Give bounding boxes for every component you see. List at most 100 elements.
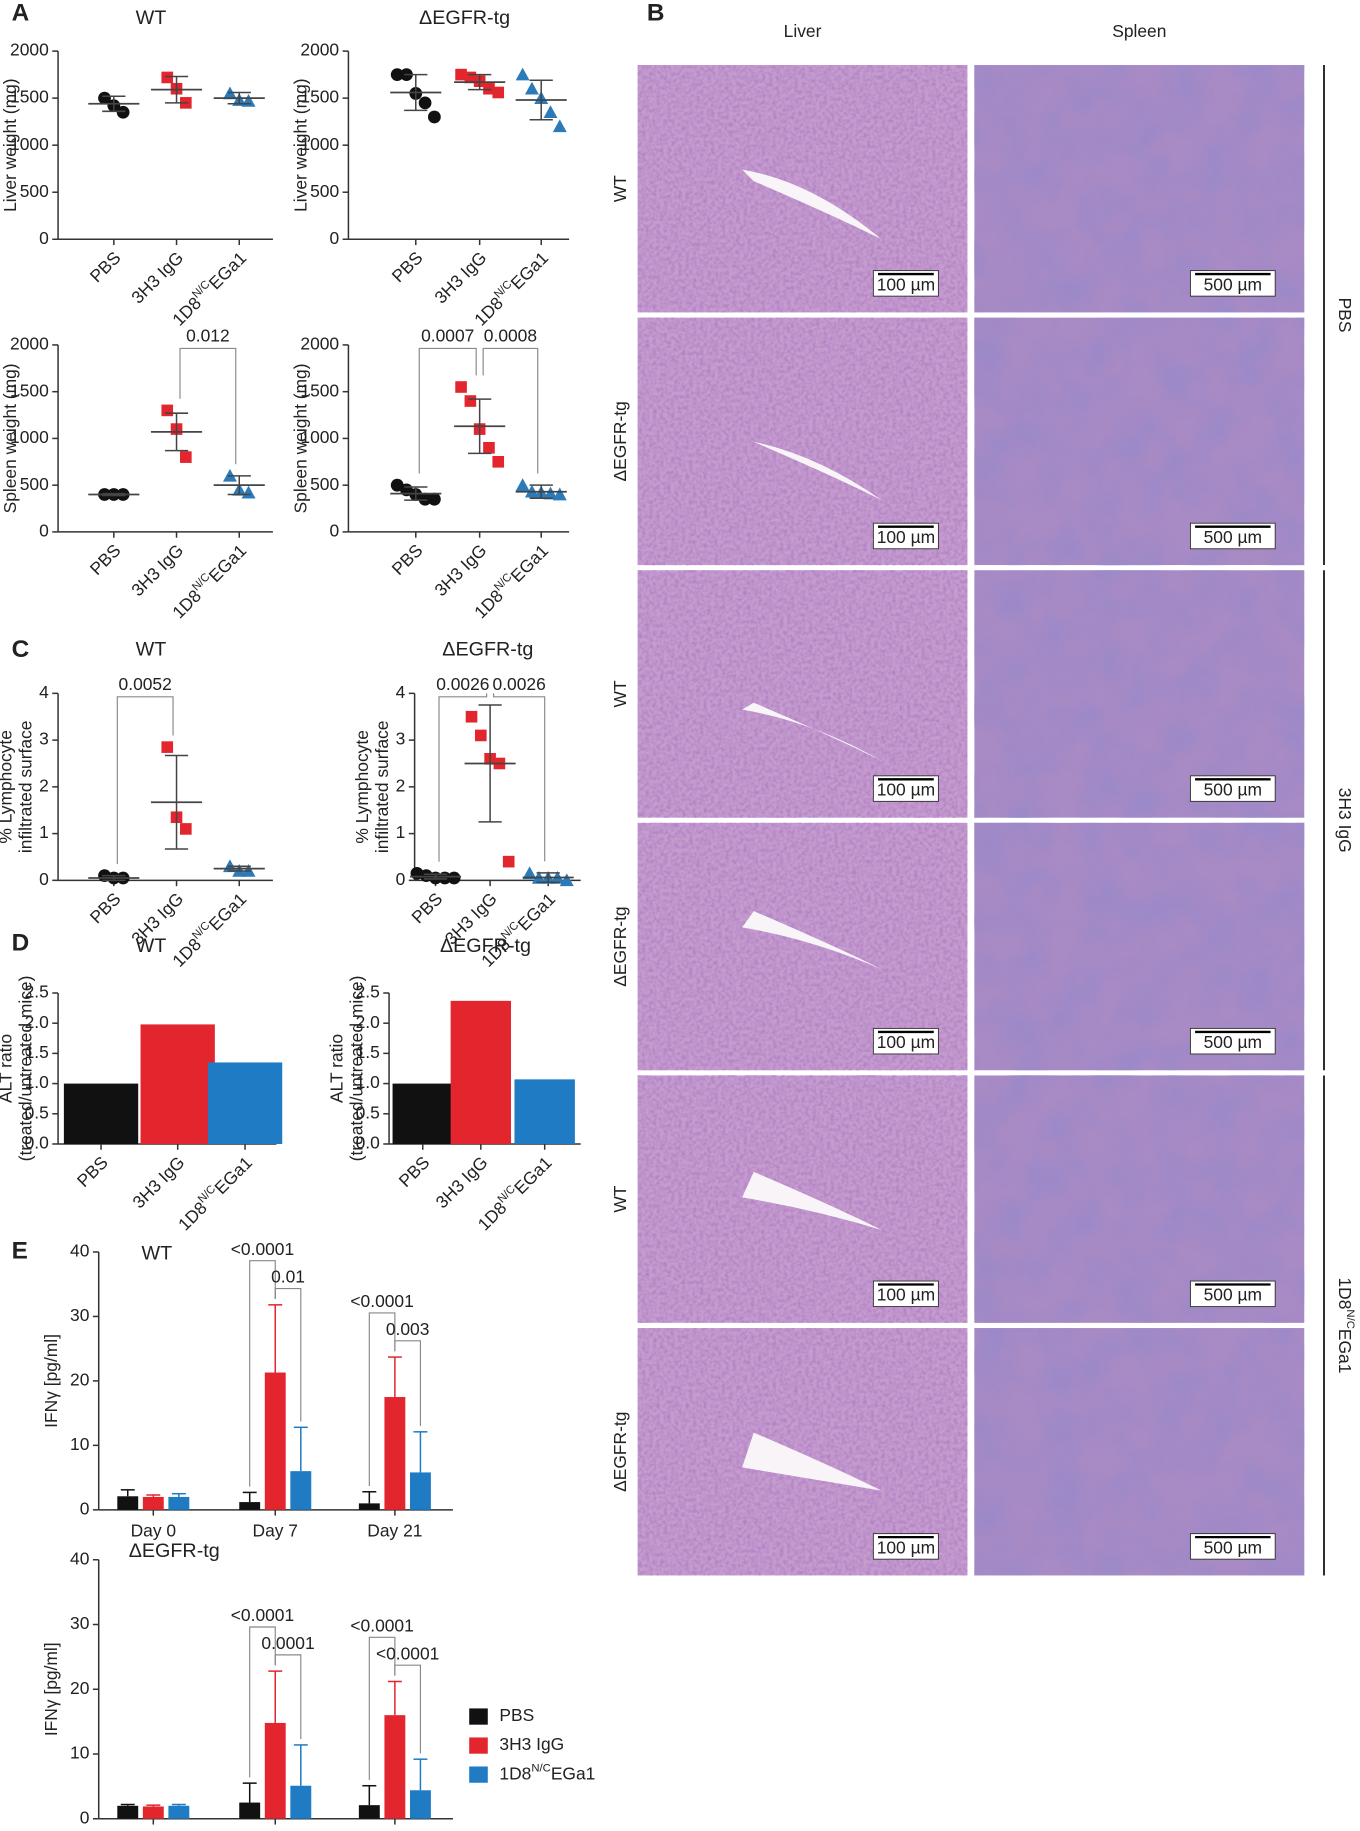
significance-bracket (482, 347, 539, 474)
p-value: <0.0001 (350, 1291, 413, 1311)
bar (264, 1372, 286, 1510)
micrograph: 100 µm (637, 822, 968, 1071)
data-point (116, 105, 130, 119)
y-tick-label: 4 (396, 682, 406, 702)
y-tick-label: 2000 (10, 40, 49, 60)
data-point (390, 68, 404, 82)
data-point (241, 93, 256, 107)
data-point (515, 67, 530, 81)
x-tick-label-after: EGa1 (210, 1152, 256, 1198)
y-tick-label: 3 (396, 729, 406, 749)
x-tick-label-after: EGa1 (513, 889, 559, 935)
p-value: 0.003 (386, 1319, 430, 1339)
p-value: 0.0052 (119, 674, 172, 694)
group-label-after: EGa1 (1335, 1329, 1355, 1374)
y-tick-label: 30 (70, 1305, 89, 1325)
micrograph: 100 µm (637, 65, 968, 313)
y-tick-label: 1000 (10, 427, 49, 447)
p-value: <0.0001 (231, 1239, 294, 1259)
y-tick-label: 40 (70, 1241, 89, 1261)
x-tick-label: Day 21 (367, 1829, 422, 1831)
scale-bar-label: 100 µm (877, 780, 935, 800)
legend-label: 3H3 IgG (499, 1734, 564, 1754)
scale-bar-label: 500 µm (1204, 780, 1262, 800)
bar (239, 1502, 261, 1510)
y-tick-label: 1 (396, 822, 406, 842)
x-tick-label: 3H3 IgG (430, 540, 490, 600)
bar (264, 1722, 286, 1819)
y-tick-label: 2000 (300, 334, 339, 354)
significance-bracket (274, 1288, 302, 1422)
p-value: 0.0026 (493, 674, 546, 694)
chart-title: WT (141, 1243, 172, 1265)
group-label-sup: N/C (1344, 1309, 1356, 1328)
row-label: WT (610, 175, 630, 202)
micrograph: 500 µm (974, 1328, 1305, 1576)
legend-swatch (469, 1708, 488, 1725)
p-value: 0.0008 (484, 325, 537, 345)
y-tick-label: 2 (396, 775, 406, 795)
micrograph: 500 µm (974, 822, 1305, 1071)
bar (358, 1503, 380, 1510)
y-axis-label: IFNγ [pg/ml] (41, 1642, 61, 1736)
y-tick-label: 1500 (300, 380, 339, 400)
data-point (418, 492, 432, 506)
chart-title: ΔEGFR-tg (419, 7, 510, 29)
bar (168, 1496, 190, 1510)
y-tick-label: 4 (39, 682, 49, 702)
vessel (742, 169, 882, 240)
p-value: <0.0001 (376, 1643, 439, 1663)
data-point (180, 823, 192, 835)
data-point (524, 81, 539, 95)
y-axis-label: Liver weight (mg) (291, 78, 311, 212)
bar (409, 1472, 431, 1510)
vessel (742, 702, 882, 761)
y-tick-label: 30 (70, 1613, 89, 1633)
x-tick-label: PBS (86, 889, 125, 928)
y-tick-label: 0.0 (25, 1133, 49, 1153)
legend-label: 1D8N/CEGa1 (499, 1763, 595, 1784)
y-tick-label: 500 (310, 181, 339, 201)
legend-label: PBS (499, 1705, 534, 1725)
data-point (543, 486, 558, 500)
micrograph: 100 µm (637, 317, 968, 566)
panel-label: A (12, 0, 30, 26)
y-tick-label: 0 (329, 228, 339, 248)
y-axis-label: IFNγ [pg/ml] (41, 1334, 61, 1428)
row-label: WT (610, 680, 630, 707)
legend-label-text: 1D8 (499, 1763, 531, 1783)
x-tick-label-after: EGa1 (506, 540, 552, 586)
chart-title: ΔEGFR-tg (129, 1540, 220, 1562)
bar (117, 1805, 139, 1819)
column-header: Spleen (1112, 21, 1166, 41)
micrograph: 100 µm (637, 1075, 968, 1323)
y-tick-label: 1000 (300, 427, 339, 447)
y-tick-label: 3 (39, 729, 49, 749)
y-tick-label: 500 (310, 474, 339, 494)
x-tick-label: PBS (86, 247, 125, 286)
y-tick-label: 1.0 (25, 1072, 49, 1092)
group-label: 1D8N/CEGa1 (1335, 1277, 1356, 1373)
micrograph: 500 µm (974, 570, 1305, 818)
data-point (559, 873, 574, 887)
panel-label: C (12, 636, 30, 663)
y-tick-label: 1500 (10, 380, 49, 400)
group-label-text: 1D8 (1335, 1277, 1355, 1309)
data-point (522, 866, 537, 880)
y-axis-label: % Lymphocyte (0, 730, 16, 844)
y-tick-label: 0 (80, 1807, 90, 1827)
data-point (492, 455, 505, 468)
y-tick-label: 0 (39, 521, 49, 541)
y-tick-label: 1000 (10, 134, 49, 154)
x-tick-label: PBS (388, 247, 427, 286)
y-axis-label: (treated/untreated mice) (15, 976, 35, 1162)
significance-bracket (368, 1312, 396, 1486)
x-tick-label: PBS (86, 540, 125, 579)
y-axis-label: ALT ratio (327, 1034, 347, 1103)
x-tick-label: Day 21 (367, 1520, 422, 1540)
data-point (483, 82, 495, 95)
significance-bracket (116, 696, 174, 865)
significance-bracket (493, 693, 546, 862)
legend-swatch (469, 1766, 488, 1783)
